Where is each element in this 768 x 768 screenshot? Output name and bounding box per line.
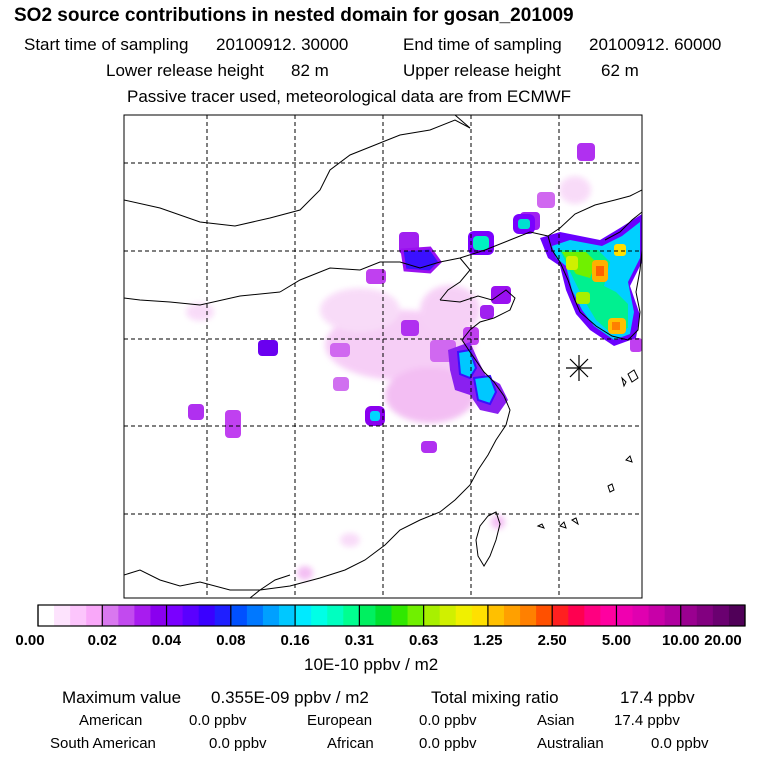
colorbar-unit: 10E-10 ppbv / m2 [304,655,439,674]
colorbar-swatch [150,605,168,626]
tracer-note: Passive tracer used, meteorological data… [127,87,572,106]
region-name: South American [50,735,156,752]
region-value: 17.4 ppbv [614,712,680,729]
colorbar-swatch [407,605,425,626]
colorbar-swatch [520,605,537,626]
colorbar-swatch [327,605,344,626]
colorbar-swatch [648,605,666,626]
max-value: 0.355E-09 ppbv / m2 [211,688,369,707]
receptor-star-icon [566,355,592,381]
colorbar-tick-label: 10.00 [661,632,700,649]
colorbar-swatch [375,605,392,626]
colorbar-swatch [295,605,312,626]
colorbar-swatch [214,605,232,626]
colorbar-tick-label: 0.31 [344,632,374,649]
colorbar-swatch [198,605,216,626]
colorbar-tick-label: 0.04 [151,632,182,649]
colorbar-swatch [166,605,184,626]
colorbar-swatch [487,605,505,626]
colorbar-swatch [680,605,698,626]
map-title: SO2 source contributions in nested domai… [14,5,574,26]
colorbar [37,604,746,627]
region-value: 0.0 ppbv [209,735,267,752]
colorbar-swatch [664,605,682,626]
colorbar-swatch [262,605,280,626]
colorbar-swatch [552,605,569,626]
coastlines [124,115,642,598]
colorbar-swatch [439,605,457,626]
region-name: Australian [537,735,604,752]
max-value-label: Maximum value [62,688,182,707]
colorbar-swatch [696,605,714,626]
colorbar-swatch [279,605,296,626]
colorbar-swatch [584,605,601,626]
colorbar-swatch [118,605,135,626]
colorbar-swatch [536,605,553,626]
concentration-sources [188,143,642,453]
colorbar-tick-label: 0.02 [87,632,117,649]
colorbar-swatch [359,605,376,626]
region-value: 0.0 ppbv [189,712,247,729]
region-name: African [327,735,374,752]
total-mixing-label: Total mixing ratio [431,688,559,707]
colorbar-tick-label: 1.25 [473,632,503,649]
graticule [124,115,642,598]
colorbar-tick-label: 5.00 [601,632,632,649]
upper-release-value: 62 m [601,61,639,80]
colorbar-tick-label: 0.63 [409,632,439,649]
colorbar-swatch [600,605,617,626]
colorbar-swatch [455,605,473,626]
colorbar-tick-label: 0.00 [15,632,45,649]
colorbar-frame [37,604,746,627]
colorbar-swatch [246,605,264,626]
colorbar-swatch [568,605,585,626]
colorbar-tick-label: 0.08 [216,632,246,649]
colorbar-swatch [38,605,55,626]
colorbar-swatch [343,605,360,626]
colorbar-swatch [230,605,248,626]
lower-release-label: Lower release height [106,61,264,80]
colorbar-swatch [86,605,103,626]
lower-release-value: 82 m [291,61,329,80]
region-value: 0.0 ppbv [651,735,709,752]
colorbar-swatch [311,605,328,626]
end-time-label: End time of sampling [403,35,562,54]
total-mixing-value: 17.4 ppbv [620,688,695,707]
colorbar-tick-label: 2.50 [537,632,567,649]
colorbar-swatch [503,605,521,626]
map-frame [123,114,643,599]
region-name: American [79,712,143,729]
colorbar-swatch [102,605,119,626]
colorbar-swatch [728,605,746,626]
region-name: Asian [537,712,575,729]
start-time-label: Start time of sampling [24,35,189,54]
colorbar-swatch [632,605,650,626]
concentration-haze [186,176,591,580]
colorbar-swatch [616,605,634,626]
colorbar-swatch [712,605,730,626]
colorbar-swatch [134,605,151,626]
region-value: 0.0 ppbv [419,712,477,729]
colorbar-swatch [423,605,441,626]
colorbar-swatch [391,605,409,626]
end-time-value: 20100912. 60000 [589,35,722,54]
upper-release-label: Upper release height [403,61,561,80]
colorbar-swatch [54,605,71,626]
region-name: European [307,712,373,729]
colorbar-swatch [70,605,87,626]
colorbar-tick-label: 0.16 [280,632,310,649]
start-time-value: 20100912. 30000 [216,35,349,54]
colorbar-swatch [471,605,489,626]
colorbar-swatch [182,605,200,626]
colorbar-tick-label: 20.00 [704,632,742,649]
region-value: 0.0 ppbv [419,735,477,752]
